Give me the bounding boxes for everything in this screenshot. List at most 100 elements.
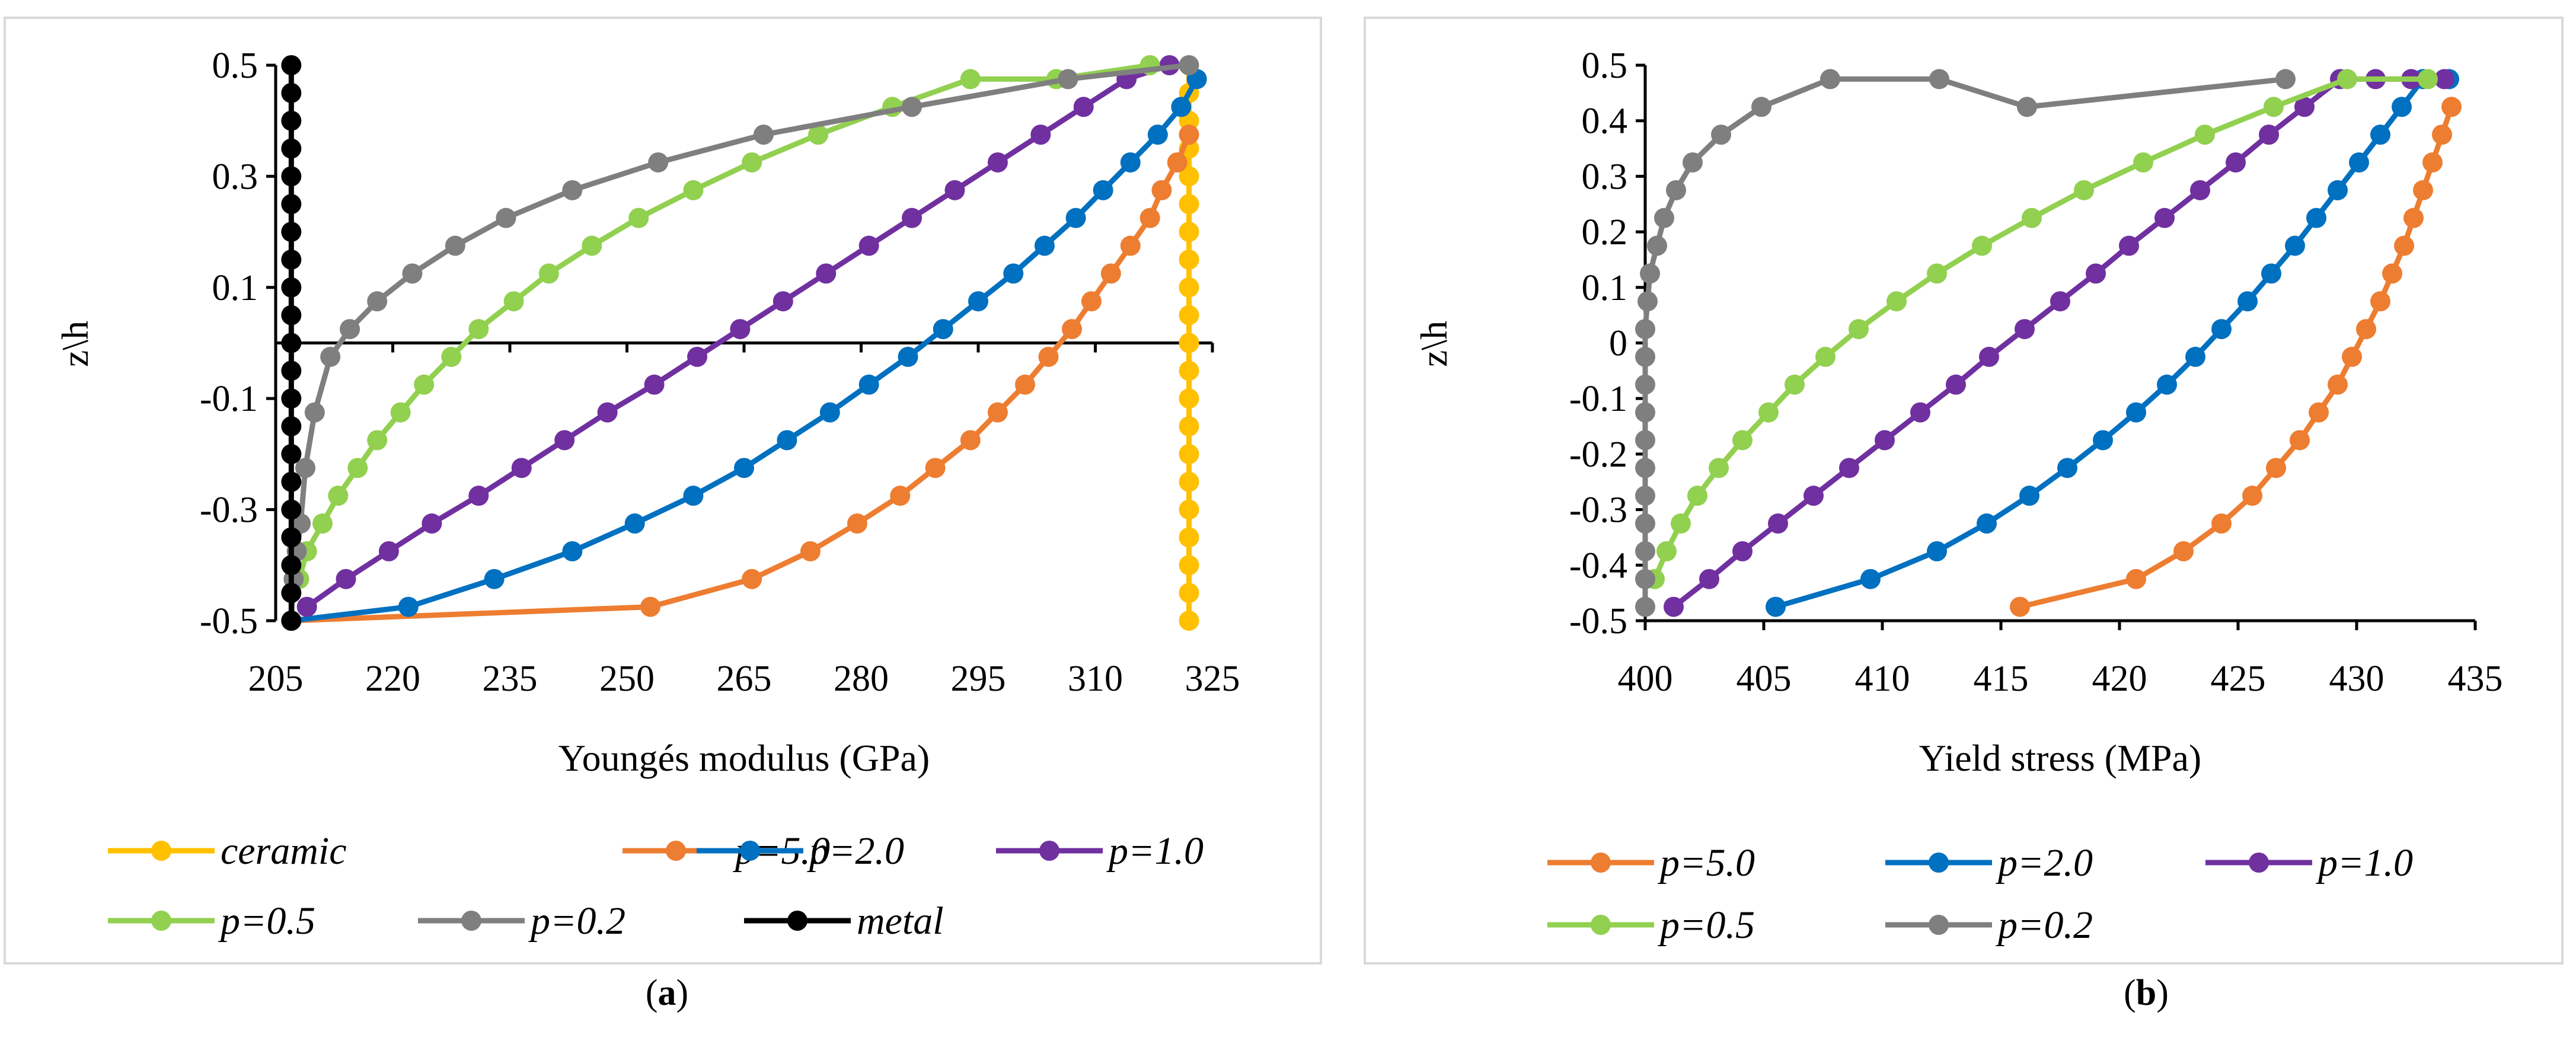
data-point: [2306, 207, 2326, 228]
data-point: [562, 180, 583, 200]
data-point: [1886, 291, 1907, 312]
data-point: [336, 569, 356, 589]
data-point: [1732, 541, 1753, 561]
data-point: [402, 263, 423, 284]
data-point: [2022, 207, 2042, 228]
x-tick-label: 400: [1618, 659, 1673, 699]
data-point: [2185, 346, 2205, 367]
y-axis-title: z\h: [1413, 321, 1455, 367]
data-point: [2211, 513, 2232, 534]
legend-label: p=1.0: [1106, 829, 1204, 873]
data-point: [1171, 97, 1192, 117]
data-point: [2309, 402, 2329, 423]
series-p=0.2: [1635, 69, 2296, 617]
data-point: [1803, 486, 1824, 506]
data-point: [367, 291, 388, 312]
legend-entry-p=0.5: p=0.5: [1547, 903, 1755, 947]
data-point: [1927, 541, 1947, 561]
data-point: [753, 124, 774, 145]
data-point: [503, 291, 524, 312]
data-point: [1179, 583, 1199, 604]
data-point: [742, 569, 762, 589]
data-point: [1664, 596, 1684, 617]
y-tick-label: 0.1: [1582, 268, 1628, 308]
data-point: [281, 138, 302, 159]
y-tick-label: -0.5: [200, 601, 258, 641]
data-point: [1179, 166, 1199, 187]
data-point: [2126, 569, 2146, 589]
data-point: [2133, 152, 2153, 173]
data-point: [1179, 360, 1199, 381]
data-point: [2057, 458, 2077, 478]
data-point: [1635, 513, 1655, 534]
legend-label: p=0.2: [528, 899, 625, 943]
data-point: [1635, 346, 1655, 367]
data-point: [1062, 319, 1082, 340]
data-point: [281, 305, 302, 325]
data-point: [1034, 235, 1055, 256]
data-point: [2074, 180, 2094, 200]
data-point: [1151, 180, 1172, 200]
x-tick-label: 310: [1068, 659, 1123, 699]
data-point: [281, 277, 302, 298]
data-point: [1179, 194, 1199, 215]
data-point: [902, 97, 922, 117]
y-tick-label: 0.1: [212, 268, 258, 308]
legend-entry-p=1.0: p=1.0: [2205, 841, 2413, 885]
data-point: [1709, 458, 1729, 478]
series-p=5.0: [281, 124, 1199, 631]
data-point: [1635, 319, 1655, 340]
data-point: [1815, 346, 1836, 367]
data-point: [1640, 263, 1660, 284]
data-point: [2422, 152, 2443, 173]
legend-entry-metal: metal: [744, 899, 944, 943]
data-point: [640, 596, 660, 617]
data-point: [2242, 486, 2262, 506]
data-point: [281, 360, 302, 381]
y-tick-label: 0: [1609, 324, 1627, 364]
data-point: [1766, 596, 1786, 617]
y-tick-label: 0.5: [1582, 46, 1628, 86]
data-point: [2382, 263, 2402, 284]
data-point: [1927, 263, 1947, 284]
data-point: [1972, 235, 1992, 256]
y-tick-label: -0.5: [1569, 601, 1627, 641]
y-tick-label: -0.3: [1569, 490, 1627, 531]
data-point: [2294, 97, 2315, 117]
data-point: [511, 458, 532, 478]
legend-label: ceramic: [221, 829, 347, 873]
x-tick-label: 325: [1185, 659, 1240, 699]
data-point: [2290, 430, 2310, 451]
x-tick-label: 220: [365, 659, 420, 699]
data-point: [2342, 346, 2362, 367]
data-point: [1100, 263, 1121, 284]
data-point: [2119, 235, 2139, 256]
data-point: [1093, 180, 1113, 200]
data-point: [281, 249, 302, 270]
data-point: [683, 180, 704, 200]
data-point: [2266, 458, 2286, 478]
data-point: [1147, 124, 1168, 145]
data-point: [445, 235, 465, 256]
data-point: [628, 207, 649, 228]
data-point: [367, 430, 388, 451]
data-point: [933, 319, 953, 340]
data-point: [281, 471, 302, 492]
data-point: [484, 569, 505, 589]
data-point: [1179, 305, 1199, 325]
data-point: [2392, 97, 2412, 117]
data-point: [777, 430, 797, 451]
x-tick-label: 235: [483, 659, 538, 699]
data-point: [734, 458, 754, 478]
data-point: [390, 402, 411, 423]
data-point: [1167, 152, 1188, 173]
data-point: [1849, 319, 1869, 340]
data-point: [441, 346, 462, 367]
data-point: [281, 110, 302, 131]
data-point: [1687, 486, 1707, 506]
data-point: [1179, 527, 1199, 548]
data-point: [2019, 486, 2039, 506]
data-point: [398, 596, 419, 617]
data-point: [281, 194, 302, 215]
data-point: [414, 374, 435, 395]
